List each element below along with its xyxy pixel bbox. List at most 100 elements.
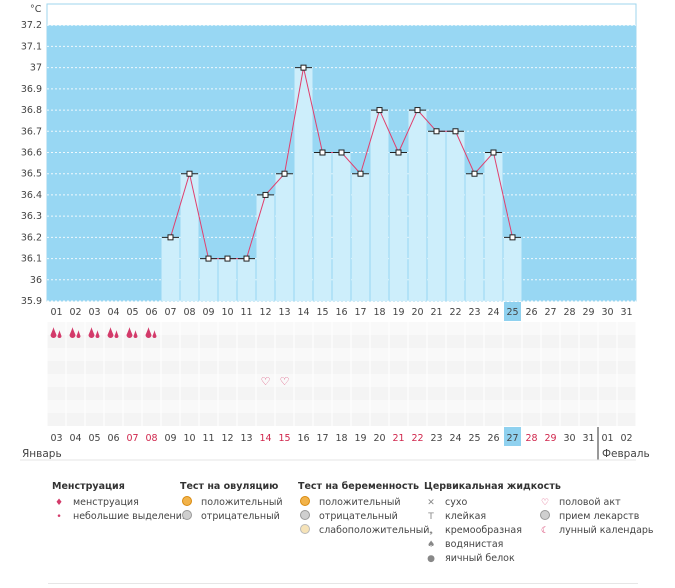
data-point xyxy=(395,149,402,156)
temperature-bar xyxy=(351,173,370,301)
cycle-day-label: 17 xyxy=(354,307,366,318)
date-label: 27 xyxy=(506,433,518,444)
symbol-row xyxy=(47,322,636,335)
temperature-bar xyxy=(484,152,503,301)
cycle-day-label: 08 xyxy=(183,307,195,318)
cycle-day-label: 25 xyxy=(506,307,518,318)
cycle-day-label: 16 xyxy=(335,307,347,318)
symbol-row xyxy=(47,400,636,413)
legend-title: Цервикальная жидкость xyxy=(424,481,561,492)
cycle-day-label: 06 xyxy=(145,307,157,318)
cycle-day-label: 29 xyxy=(582,307,594,318)
temperature-bar xyxy=(218,258,237,301)
cycle-day-label: 21 xyxy=(430,307,442,318)
date-label: 03 xyxy=(50,433,62,444)
date-label: 19 xyxy=(354,433,366,444)
cycle-day-label: 11 xyxy=(240,307,252,318)
cycle-day-label: 14 xyxy=(297,307,309,318)
cycle-day-label: 07 xyxy=(164,307,176,318)
data-point xyxy=(186,170,193,177)
date-highlight xyxy=(504,427,521,446)
bottom-divider xyxy=(48,583,638,584)
data-point xyxy=(243,255,250,262)
date-label: 21 xyxy=(392,433,404,444)
y-tick-label: 36.6 xyxy=(21,148,42,159)
menstruation-drop-small xyxy=(114,330,119,338)
menstruation-drop xyxy=(88,327,95,338)
temperature-bar xyxy=(275,173,294,301)
legend-title: Менструация xyxy=(52,481,125,492)
date-label: 12 xyxy=(221,433,233,444)
menstruation-drop-small xyxy=(76,330,81,338)
cycle-day-label: 04 xyxy=(107,307,119,318)
date-label: 04 xyxy=(69,433,81,444)
cycle-day-label: 13 xyxy=(278,307,290,318)
y-tick-label: 37.2 xyxy=(21,20,42,31)
data-point xyxy=(281,170,288,177)
y-tick-label: 36.9 xyxy=(21,84,42,95)
legend-item: прием лекарств xyxy=(538,510,654,524)
dry-icon: ✕ xyxy=(427,498,435,508)
pregnancy-positive-icon xyxy=(298,496,312,510)
legend-item: ❟ кремообразная xyxy=(424,524,561,538)
date-label: 16 xyxy=(297,433,309,444)
legend-title: Тест на овуляцию xyxy=(180,481,279,492)
date-label: 10 xyxy=(183,433,195,444)
temperature-bar xyxy=(389,152,408,301)
temperature-bar xyxy=(446,131,465,301)
y-tick-label: 36.4 xyxy=(21,190,42,201)
legend-item: ♡ половой акт xyxy=(538,496,654,510)
date-label: 17 xyxy=(316,433,328,444)
y-tick-label: 35.9 xyxy=(21,296,42,307)
cycle-day-label: 24 xyxy=(487,307,499,318)
date-label: 07 xyxy=(126,433,138,444)
cycle-day-label: 09 xyxy=(202,307,214,318)
data-point xyxy=(300,64,307,71)
menstruation-drop xyxy=(107,327,114,338)
temperature-bar xyxy=(332,152,351,301)
menstruation-drop xyxy=(145,327,152,338)
data-point xyxy=(433,128,440,135)
temperature-bar xyxy=(161,237,180,301)
month-label-left: Январь xyxy=(22,448,62,460)
temperature-bar xyxy=(408,110,427,301)
y-tick-label: 37.1 xyxy=(21,41,42,52)
temperature-bar xyxy=(427,131,446,301)
legend-menstruation: Менструация ♦ менструация • небольшие выде… xyxy=(52,480,188,524)
cycle-day-label: 28 xyxy=(563,307,575,318)
egg-white-icon: ● xyxy=(427,554,435,564)
date-label: 02 xyxy=(620,433,632,444)
cycle-day-label: 15 xyxy=(316,307,328,318)
menstruation-drop-small xyxy=(133,330,138,338)
cycle-day-label: 27 xyxy=(544,307,556,318)
temperature-bar xyxy=(294,67,313,302)
data-point xyxy=(224,255,231,262)
data-point xyxy=(262,191,269,198)
y-tick-label: 36.5 xyxy=(21,169,42,180)
date-label: 13 xyxy=(240,433,252,444)
data-point xyxy=(471,170,478,177)
legend-item: отрицательный xyxy=(298,510,429,524)
legend-item: ♦ менструация xyxy=(52,496,188,510)
month-label-right: Февраль xyxy=(602,448,650,460)
y-tick-label: 37 xyxy=(30,63,42,74)
data-point xyxy=(319,149,326,156)
drop-double-icon: ♦ xyxy=(54,498,64,508)
date-label: 30 xyxy=(563,433,575,444)
date-label: 01 xyxy=(601,433,613,444)
legend-item: отрицательный xyxy=(180,510,283,524)
date-label: 29 xyxy=(544,433,556,444)
legend: Менструация ♦ менструация • небольшие выде… xyxy=(48,480,654,588)
legend-item: слабоположительный xyxy=(298,524,429,538)
data-point xyxy=(357,170,364,177)
date-label: 05 xyxy=(88,433,100,444)
date-label: 22 xyxy=(411,433,423,444)
legend-item: положительный xyxy=(298,496,429,510)
menstruation-drop xyxy=(50,327,57,338)
date-label: 14 xyxy=(259,433,271,444)
heart-icon: ♡ xyxy=(280,375,290,388)
watery-icon: ♠ xyxy=(426,540,436,550)
y-axis-label: °C xyxy=(30,4,42,15)
date-label: 24 xyxy=(449,433,461,444)
